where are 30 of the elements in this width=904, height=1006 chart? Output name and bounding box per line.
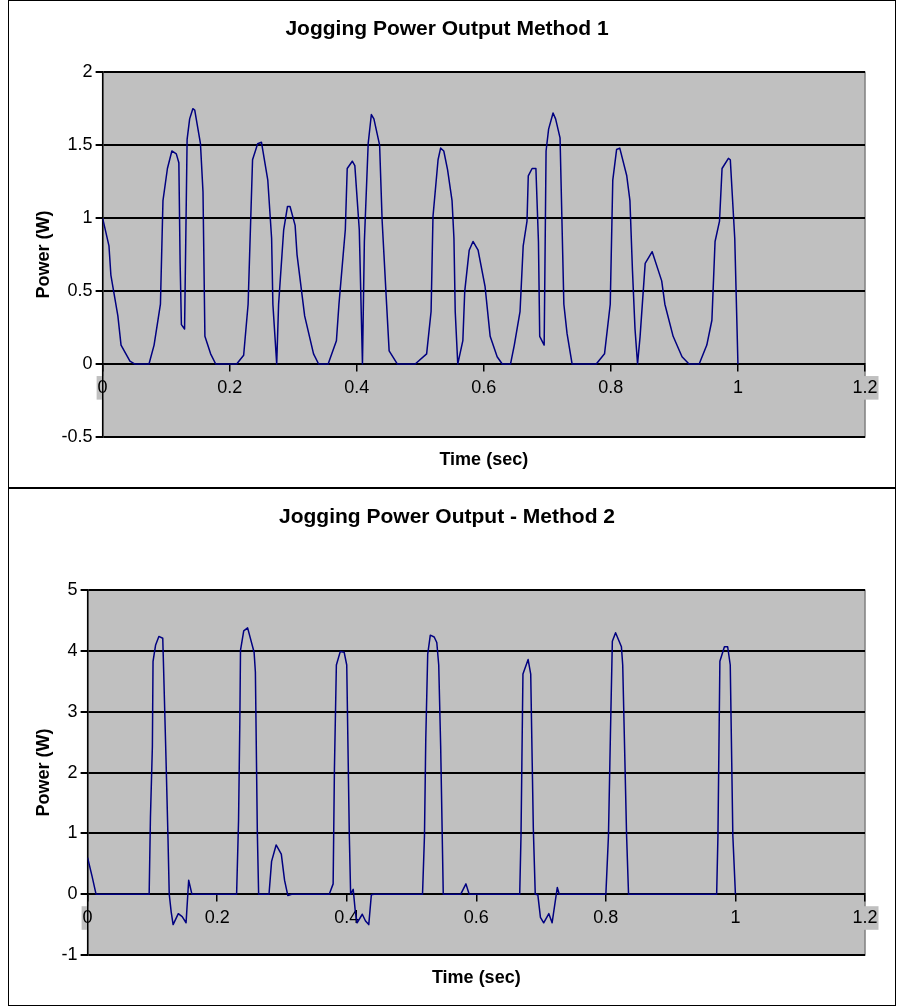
x-tick-label: 0.6	[463, 906, 489, 927]
y-tick-label: 0	[82, 353, 93, 374]
x-tick-label: 0.8	[598, 376, 624, 397]
y-axis-title: Power (W)	[32, 210, 53, 299]
x-tick-label: 0.2	[204, 906, 230, 927]
x-axis-title: Time (sec)	[439, 448, 529, 469]
y-tick-label: 1.5	[67, 134, 93, 155]
y-tick-label: 4	[67, 639, 78, 660]
x-tick-label: 1	[732, 376, 743, 397]
x-tick-label: 1	[730, 906, 741, 927]
y-tick-label: 1	[82, 207, 93, 228]
chart-title: Jogging Power Output - Method 2	[279, 504, 615, 528]
y-tick-label: -0.5	[61, 425, 93, 446]
x-tick-label: 0.4	[344, 376, 370, 397]
x-tick-label: 1.2	[852, 906, 878, 927]
x-tick-label: 1.2	[852, 376, 878, 397]
x-axis-title: Time (sec)	[431, 966, 521, 987]
y-tick-label: 1	[67, 822, 78, 843]
y-tick-label: 2	[82, 61, 93, 82]
y-tick-label: -1	[61, 943, 78, 964]
y-tick-label: 2	[67, 761, 78, 782]
x-tick-label: 0.2	[217, 376, 243, 397]
x-tick-label: 0.6	[471, 376, 497, 397]
y-tick-label: 3	[67, 700, 78, 721]
y-tick-label: 5	[67, 579, 78, 600]
y-axis-title: Power (W)	[32, 728, 53, 817]
chart-title: Jogging Power Output Method 1	[285, 16, 609, 40]
x-tick-label: 0.8	[593, 906, 619, 927]
y-tick-label: 0.5	[67, 280, 93, 301]
y-tick-label: 0	[67, 883, 78, 904]
